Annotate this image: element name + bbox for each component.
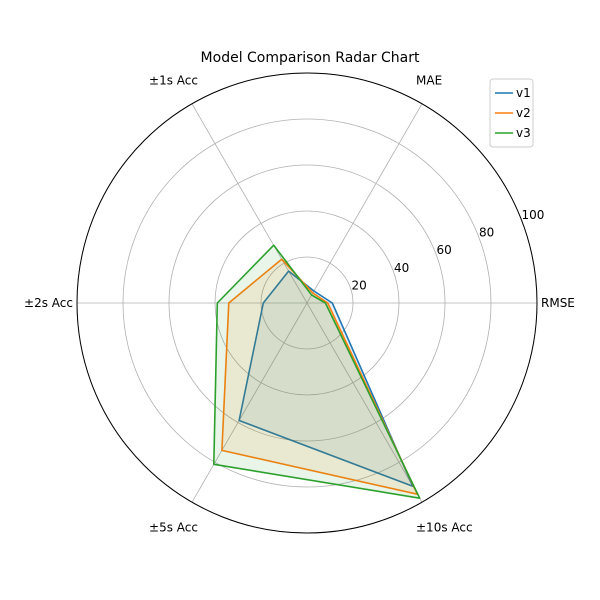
series-fill-v1 [239,271,413,487]
series-fill-v3 [213,245,420,499]
spoke-gridline [191,103,308,304]
axis-labels: RMSE MAE ±1s Acc ±2s Acc ±5s Acc ±10s Acc 20 40… [24,73,575,534]
legend-label: v2 [516,106,531,120]
radial-tick-label: 40 [394,261,409,275]
legend-label: v3 [516,126,531,140]
series-fill-v2 [221,259,418,495]
radial-tick-label: 60 [436,243,451,257]
axis-label: ±1s Acc [149,73,198,87]
radial-tick-label: 20 [351,278,366,292]
axis-label: ±2s Acc [24,296,73,310]
series-layer [213,244,421,500]
spoke-gridline [306,103,423,304]
polar-frame [76,72,538,534]
axis-label: ±10s Acc [416,521,473,535]
radial-tick-label: 80 [479,226,494,240]
legend: v1 v2 v3 [489,78,534,148]
spoke-gridline [191,302,308,503]
axis-label: ±5s Acc [149,521,198,535]
axis-label: RMSE [541,296,575,310]
chart-title: Model Comparison Radar Chart [201,50,420,66]
axis-label: MAE [416,73,442,87]
radial-tick-label: 100 [521,208,544,222]
spoke-gridline [306,302,423,503]
grid [76,72,538,534]
legend-label: v1 [516,86,531,100]
